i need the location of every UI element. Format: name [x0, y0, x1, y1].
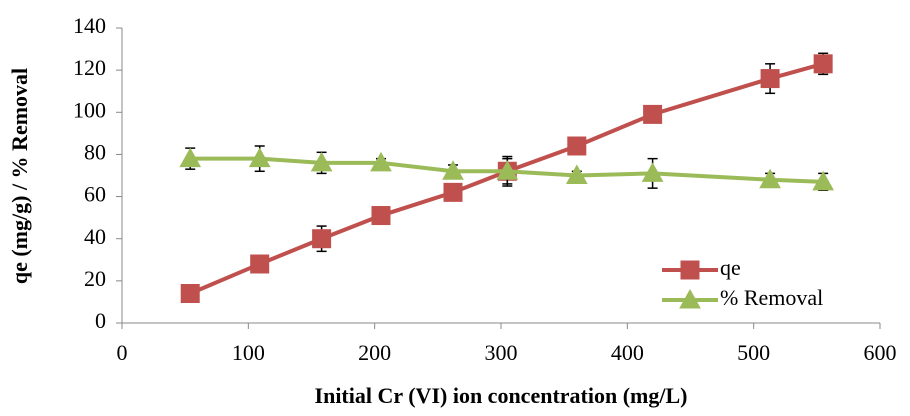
y-tick-label: 80 — [84, 139, 106, 164]
x-tick-label: 600 — [864, 340, 897, 365]
legend-label: % Removal — [720, 285, 823, 310]
y-axis-title: qe (mg/g) / % Removal — [7, 68, 32, 284]
marker — [641, 162, 664, 182]
y-tick-label: 120 — [73, 55, 106, 80]
marker — [250, 254, 270, 274]
marker — [179, 147, 202, 168]
marker — [370, 151, 392, 172]
marker — [442, 160, 464, 180]
x-tick-label: 200 — [358, 340, 391, 365]
x-tick-label: 500 — [737, 340, 770, 365]
marker — [496, 160, 519, 180]
x-axis-title: Initial Cr (VI) ion concentration (mg/L) — [315, 383, 688, 408]
marker — [567, 136, 587, 156]
y-tick-label: 20 — [84, 266, 106, 291]
marker — [312, 229, 332, 249]
y-tick-label: 60 — [84, 182, 106, 207]
marker — [760, 69, 780, 89]
x-tick-label: 0 — [117, 340, 128, 365]
x-tick-label: 300 — [485, 340, 518, 365]
x-tick-label: 400 — [611, 340, 644, 365]
marker — [812, 170, 834, 191]
marker — [248, 147, 271, 168]
marker — [310, 151, 333, 172]
marker — [759, 168, 781, 189]
marker — [813, 54, 833, 74]
marker — [180, 284, 200, 303]
series-line — [190, 156, 824, 184]
y-tick-label: 0 — [95, 308, 106, 333]
x-tick-label: 100 — [232, 340, 265, 365]
series-line — [189, 61, 824, 296]
y-tick-label: 100 — [73, 97, 106, 122]
marker — [443, 182, 463, 202]
marker — [643, 104, 663, 124]
legend-marker — [680, 260, 700, 280]
y-tick-label: 40 — [84, 224, 106, 249]
legend-label: qe — [720, 255, 741, 280]
marker — [371, 206, 391, 226]
y-tick-label: 140 — [73, 13, 106, 38]
marker — [565, 164, 588, 184]
legend-marker — [679, 288, 701, 309]
